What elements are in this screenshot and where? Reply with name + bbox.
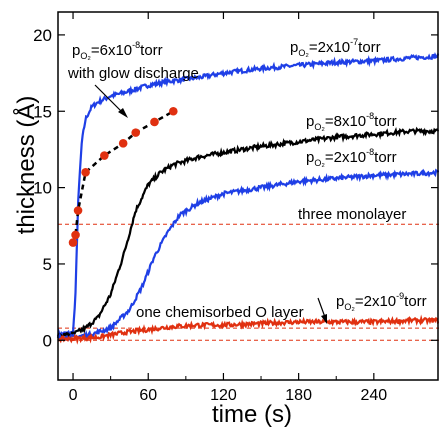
y-axis-label: thickness (Å) <box>12 96 40 235</box>
glow-arrow-head <box>118 108 128 118</box>
glow-data-point <box>131 128 141 137</box>
p2-label: pO₂=8x10-8torr <box>306 111 397 132</box>
glow-arrow-line <box>94 84 125 115</box>
glow-data-point <box>71 230 80 240</box>
series-line-1 <box>56 126 439 341</box>
y-tick-label: 20 <box>33 26 52 45</box>
series-3 <box>57 314 439 345</box>
y-tick-label: 10 <box>33 179 52 198</box>
y-tick-label: 15 <box>33 102 52 121</box>
y-tick-label: 5 <box>43 255 52 274</box>
glow-data-point <box>169 106 178 116</box>
x-tick-label: 0 <box>69 387 78 404</box>
glow-data-point <box>100 151 109 160</box>
series-1 <box>56 126 439 341</box>
glow-discharge-text: with glow discharge <box>67 65 199 82</box>
glow-data-point <box>73 206 83 215</box>
p4-label: pO₂=2x10-9torr <box>336 291 427 312</box>
series-line-2 <box>57 168 439 341</box>
p4-pointer-head <box>321 314 327 324</box>
glow-data-point <box>68 238 78 247</box>
one-chemisorbed-label: one chemisorbed O layer <box>136 304 304 321</box>
y-tick-label: 0 <box>43 331 52 350</box>
x-axis-label: time (s) <box>212 401 292 428</box>
x-tick-label: 120 <box>210 387 237 404</box>
x-tick-label: 60 <box>139 387 157 404</box>
series-2 <box>57 168 439 341</box>
series-layer <box>56 52 439 345</box>
p3-label: pO₂=2x10-8torr <box>306 147 397 168</box>
axis-layer: 0 60 120 180 240 0 5 10 15 20 <box>33 12 438 404</box>
glow-data-point <box>118 139 128 148</box>
glow-data-point <box>150 117 159 127</box>
glow-pressure-label: pO₂=6x10-8torr <box>72 40 163 61</box>
glow-data-point <box>81 168 90 177</box>
series-line-3 <box>57 314 439 345</box>
reference-lines <box>58 223 439 341</box>
series-4 <box>68 106 178 247</box>
x-tick-label: 180 <box>285 387 312 404</box>
three-monolayer-label: three monolayer <box>298 206 406 223</box>
series-0 <box>56 52 439 337</box>
p1-label: pO₂=2x10-7torr <box>290 37 381 58</box>
series-line-0 <box>56 52 439 337</box>
x-tick-label: 240 <box>360 387 387 404</box>
plot-frame <box>57 11 439 381</box>
glow-discharge-annotation: pO₂=6x10-8torr with glow discharge <box>67 40 199 118</box>
